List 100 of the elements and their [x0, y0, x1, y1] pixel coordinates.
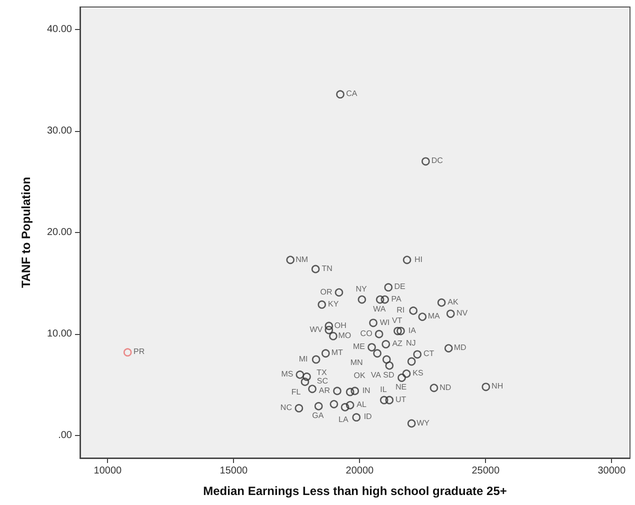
data-label: GA — [312, 411, 324, 420]
data-label: SC — [316, 376, 328, 386]
data-label: AZ — [392, 339, 403, 348]
data-label: TN — [322, 264, 333, 273]
point — [409, 306, 418, 315]
data-label: WI — [380, 318, 390, 327]
y-axis-title: TANF to Population — [19, 176, 33, 288]
point — [324, 326, 334, 334]
point — [384, 283, 393, 292]
point — [308, 384, 316, 394]
data-label: PA — [391, 294, 402, 304]
point — [312, 355, 320, 364]
point — [334, 288, 344, 297]
data-label: AR — [318, 386, 330, 395]
x-tick-label: 30000 — [598, 466, 626, 476]
x-tick-label: 15000 — [220, 466, 248, 476]
point — [396, 326, 405, 336]
point — [382, 340, 390, 348]
point — [402, 370, 411, 378]
point — [358, 295, 366, 304]
point — [385, 396, 394, 404]
data-label: DE — [394, 282, 406, 292]
data-label: LA — [338, 415, 349, 424]
point — [350, 386, 360, 396]
data-label: NM — [296, 254, 308, 264]
point — [398, 374, 406, 382]
data-label: MD — [454, 343, 466, 352]
point — [336, 90, 344, 99]
point — [369, 318, 378, 328]
data-label: MS — [281, 370, 294, 379]
data-label: ND — [440, 382, 452, 392]
data-label: VT — [392, 316, 402, 325]
point — [382, 355, 391, 364]
point — [346, 401, 354, 410]
data-label: AK — [448, 297, 459, 306]
data-label: KY — [328, 299, 340, 308]
data-label: NV — [456, 308, 468, 318]
point — [311, 264, 320, 274]
point — [346, 388, 354, 396]
data-label: AL — [356, 400, 367, 410]
point — [413, 350, 422, 359]
data-label: NY — [356, 284, 368, 294]
data-label: RI — [396, 306, 405, 315]
data-label: KS — [412, 368, 424, 378]
data-label: MA — [428, 312, 441, 321]
point — [444, 344, 453, 352]
point — [373, 349, 382, 358]
data-label: WY — [416, 418, 430, 428]
point — [300, 378, 310, 386]
data-label: IL — [380, 384, 388, 394]
data-label: CO — [360, 328, 372, 338]
data-label: SD — [383, 370, 395, 380]
data-label: HI — [414, 254, 422, 264]
point — [318, 300, 326, 309]
data-label: IN — [362, 386, 371, 395]
point — [482, 382, 490, 392]
point — [380, 295, 390, 304]
point — [407, 419, 416, 428]
data-label: CT — [423, 349, 434, 358]
point — [302, 372, 311, 381]
x-axis-title: Median Earnings Less than high school graduate 25+ — [203, 484, 507, 498]
point — [385, 361, 394, 370]
y-tick-label: 40.00 — [46, 24, 72, 35]
point — [322, 349, 330, 358]
point — [352, 413, 361, 422]
point — [333, 386, 342, 396]
point — [380, 396, 388, 404]
data-label: NH — [492, 382, 504, 391]
point — [340, 403, 350, 412]
point — [407, 357, 416, 366]
y-tick-label: 20.00 — [46, 227, 72, 238]
point — [286, 256, 295, 264]
point — [422, 157, 430, 166]
data-label: OR — [320, 287, 332, 296]
data-label: FL — [291, 388, 302, 397]
point — [394, 326, 402, 336]
data-label: PR — [134, 347, 145, 356]
data-label: ME — [353, 342, 366, 352]
point — [296, 370, 304, 379]
data-label: WV — [310, 324, 324, 334]
y-tick-label: 30.00 — [46, 125, 72, 136]
data-label: MI — [298, 354, 308, 364]
data-label: DC — [431, 156, 444, 166]
point — [314, 402, 323, 410]
point — [437, 298, 446, 307]
y-tick-label: .00 — [58, 430, 72, 442]
data-label: NC — [280, 403, 292, 412]
data-label: NJ — [406, 338, 416, 348]
point — [329, 332, 338, 340]
data-label: UT — [396, 394, 406, 404]
data-label: ID — [364, 412, 372, 422]
data-label: VA — [370, 370, 382, 380]
point — [376, 295, 384, 304]
point — [368, 343, 376, 352]
data-label: NE — [396, 382, 407, 392]
data-label: MN — [350, 358, 363, 368]
point — [123, 348, 132, 357]
point — [418, 312, 427, 321]
x-tick-label: 10000 — [94, 466, 122, 476]
point — [374, 330, 384, 338]
